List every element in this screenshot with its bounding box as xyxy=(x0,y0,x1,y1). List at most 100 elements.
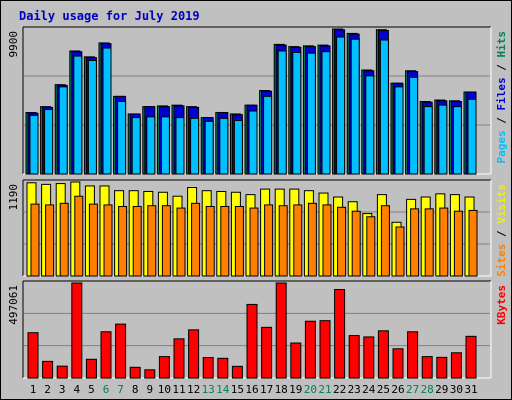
bar-kbytes-day-10 xyxy=(158,356,170,379)
bar-sites-day-6 xyxy=(103,204,113,277)
bar-sites-day-25 xyxy=(380,205,390,277)
bar-kbytes-day-14 xyxy=(217,357,229,379)
x-axis-day-labels: 1 2 3 4 5 6 7 8 9 10 11 12 13 14 15 16 17 18 19 20 21 22 23 24 2… xyxy=(30,383,478,396)
bar-pages-day-1 xyxy=(29,114,39,175)
y-scale-label: 497061 xyxy=(7,285,20,325)
bar-kbytes-day-15 xyxy=(231,365,243,379)
bar-kbytes-day-1 xyxy=(27,332,39,379)
bar-sites-day-18 xyxy=(278,205,288,277)
bar-sites-day-8 xyxy=(132,205,142,277)
y-axis-label-part: Visits xyxy=(495,184,508,224)
bar-kbytes-day-13 xyxy=(202,357,214,379)
bar-sites-day-24 xyxy=(366,216,376,277)
bar-kbytes-day-17 xyxy=(261,326,273,379)
x-tick-label-day-13: 13 xyxy=(202,383,215,396)
bar-sites-day-7 xyxy=(118,205,128,277)
y-axis-label-part: / xyxy=(495,224,508,244)
bar-kbytes-day-6 xyxy=(100,331,112,379)
bar-sites-day-27 xyxy=(410,208,420,277)
bar-pages-day-5 xyxy=(87,59,97,175)
bar-sites-day-19 xyxy=(293,204,303,277)
bar-pages-day-24 xyxy=(365,75,375,175)
y-axis-label-part: Hits xyxy=(495,31,508,58)
x-tick-label-day-22: 22 xyxy=(333,383,346,396)
x-tick-label-day-7: 7 xyxy=(117,383,124,396)
bar-sites-day-16 xyxy=(249,207,259,277)
bar-sites-day-15 xyxy=(234,205,244,277)
bar-sites-day-12 xyxy=(191,202,201,277)
bar-pages-day-21 xyxy=(321,51,331,175)
bar-pages-day-13 xyxy=(204,120,214,175)
x-tick-label-day-5: 5 xyxy=(88,383,95,396)
x-tick-label-day-8: 8 xyxy=(132,383,139,396)
bar-kbytes-day-21 xyxy=(319,320,331,379)
x-tick-label-day-27: 27 xyxy=(406,383,419,396)
y-scale-label: 1190 xyxy=(7,184,20,211)
x-tick-label-day-15: 15 xyxy=(231,383,244,396)
bar-kbytes-day-18 xyxy=(275,282,287,379)
bar-pages-day-6 xyxy=(102,47,112,175)
bar-sites-day-17 xyxy=(264,204,274,277)
bar-kbytes-day-20 xyxy=(304,320,316,379)
x-tick-label-day-18: 18 xyxy=(275,383,288,396)
bar-kbytes-day-9 xyxy=(144,369,156,379)
bar-kbytes-day-5 xyxy=(85,358,97,379)
bar-pages-day-2 xyxy=(44,109,54,175)
bar-sites-day-11 xyxy=(176,207,186,277)
x-tick-label-day-29: 29 xyxy=(435,383,448,396)
bar-kbytes-day-3 xyxy=(56,365,68,379)
bar-pages-day-29 xyxy=(438,104,448,175)
x-tick-label-day-2: 2 xyxy=(44,383,51,396)
panel-pages-files-hits: 9900 Pages / Files / Hits xyxy=(7,26,508,175)
bar-pages-day-30 xyxy=(452,106,462,175)
y-axis-label: Pages / Files / Hits xyxy=(495,31,508,164)
y-axis-label-part: Pages xyxy=(495,130,508,163)
x-tick-label-day-30: 30 xyxy=(450,383,463,396)
bar-kbytes-day-7 xyxy=(115,323,127,379)
bar-sites-day-26 xyxy=(395,226,405,277)
bar-sites-day-5 xyxy=(88,203,98,277)
x-tick-label-day-25: 25 xyxy=(377,383,390,396)
bar-pages-day-16 xyxy=(248,110,258,175)
y-axis-label-part: / xyxy=(495,111,508,131)
x-tick-label-day-23: 23 xyxy=(348,383,361,396)
x-tick-label-day-21: 21 xyxy=(318,383,331,396)
bar-sites-day-14 xyxy=(220,205,230,277)
y-axis-label-part: KBytes xyxy=(495,285,508,325)
chart-title: Daily usage for July 2019 xyxy=(19,9,200,23)
y-scale-label: 9900 xyxy=(7,31,20,58)
bar-pages-day-18 xyxy=(277,50,287,175)
bar-sites-day-2 xyxy=(45,204,55,277)
x-tick-label-day-10: 10 xyxy=(158,383,171,396)
x-tick-label-day-26: 26 xyxy=(391,383,404,396)
panel-kbytes: 497061 KBytes xyxy=(7,280,508,379)
bar-pages-day-27 xyxy=(409,76,419,175)
bar-sites-day-28 xyxy=(424,208,434,277)
bar-kbytes-day-2 xyxy=(42,360,54,379)
bar-kbytes-day-27 xyxy=(407,331,419,379)
bar-kbytes-day-29 xyxy=(436,356,448,379)
bar-pages-day-8 xyxy=(131,117,141,175)
series-sites xyxy=(30,195,478,277)
bar-pages-day-31 xyxy=(467,98,477,175)
y-axis-label: Sites / Visits xyxy=(495,184,508,277)
bar-sites-day-30 xyxy=(453,210,463,277)
bar-sites-day-9 xyxy=(147,205,157,277)
bar-sites-day-29 xyxy=(439,207,449,277)
x-tick-label-day-6: 6 xyxy=(103,383,110,396)
bar-kbytes-day-24 xyxy=(363,336,375,379)
bar-kbytes-day-11 xyxy=(173,338,185,379)
bar-pages-day-9 xyxy=(146,116,156,175)
x-tick-label-day-9: 9 xyxy=(146,383,153,396)
bar-pages-day-28 xyxy=(423,106,433,175)
bar-kbytes-day-25 xyxy=(377,330,389,379)
chart-panels: 9900 Pages / Files / Hits 1190 Sites / Visi… xyxy=(7,26,508,379)
bar-kbytes-day-26 xyxy=(392,348,404,379)
bar-pages-day-17 xyxy=(263,95,273,175)
bar-kbytes-day-30 xyxy=(450,352,462,379)
bar-pages-day-11 xyxy=(175,117,185,175)
x-tick-label-day-17: 17 xyxy=(260,383,273,396)
y-axis-label-part: / xyxy=(495,58,508,78)
x-tick-label-day-1: 1 xyxy=(30,383,37,396)
bar-pages-day-19 xyxy=(292,51,302,175)
